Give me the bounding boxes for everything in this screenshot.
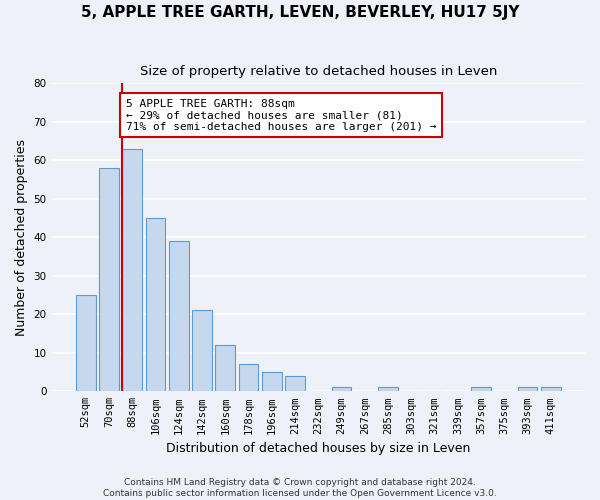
Bar (378, 388, 398, 392)
Bar (239, 364, 259, 392)
Bar (169, 241, 188, 392)
Text: 5, APPLE TREE GARTH, LEVEN, BEVERLEY, HU17 5JY: 5, APPLE TREE GARTH, LEVEN, BEVERLEY, HU… (81, 5, 519, 20)
Bar (471, 388, 491, 392)
Text: Contains HM Land Registry data © Crown copyright and database right 2024.
Contai: Contains HM Land Registry data © Crown c… (103, 478, 497, 498)
Bar (518, 388, 538, 392)
Bar (192, 310, 212, 392)
Bar (76, 295, 95, 392)
Bar (332, 388, 352, 392)
Bar (99, 168, 119, 392)
Bar (215, 345, 235, 392)
Bar (541, 388, 561, 392)
Y-axis label: Number of detached properties: Number of detached properties (15, 139, 28, 336)
Bar (122, 149, 142, 392)
Bar (262, 372, 281, 392)
Bar (146, 218, 166, 392)
X-axis label: Distribution of detached houses by size in Leven: Distribution of detached houses by size … (166, 442, 470, 455)
Title: Size of property relative to detached houses in Leven: Size of property relative to detached ho… (140, 65, 497, 78)
Bar (285, 376, 305, 392)
Text: 5 APPLE TREE GARTH: 88sqm
← 29% of detached houses are smaller (81)
71% of semi-: 5 APPLE TREE GARTH: 88sqm ← 29% of detac… (126, 98, 436, 132)
